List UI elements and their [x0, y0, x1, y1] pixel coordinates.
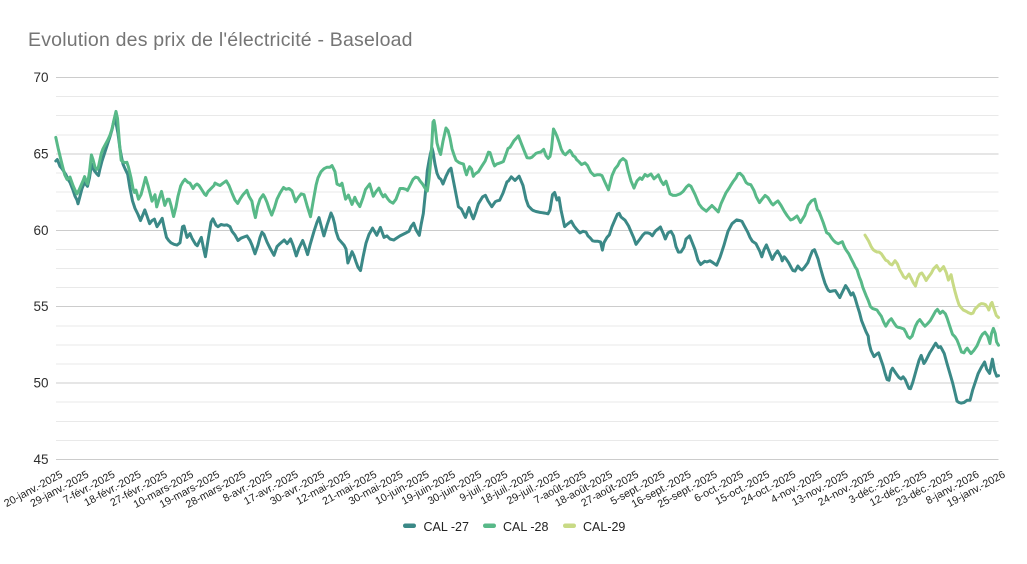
svg-text:55: 55: [33, 299, 48, 314]
svg-text:CAL -28: CAL -28: [503, 520, 548, 534]
svg-text:50: 50: [33, 376, 48, 391]
svg-text:Evolution des prix de l'électr: Evolution des prix de l'électricité - Ba…: [28, 29, 413, 51]
svg-text:70: 70: [33, 70, 48, 85]
svg-text:65: 65: [33, 146, 48, 161]
svg-text:45: 45: [33, 452, 48, 467]
svg-text:60: 60: [33, 223, 48, 238]
svg-text:CAL -27: CAL -27: [424, 520, 469, 534]
svg-text:CAL-29: CAL-29: [583, 520, 625, 534]
